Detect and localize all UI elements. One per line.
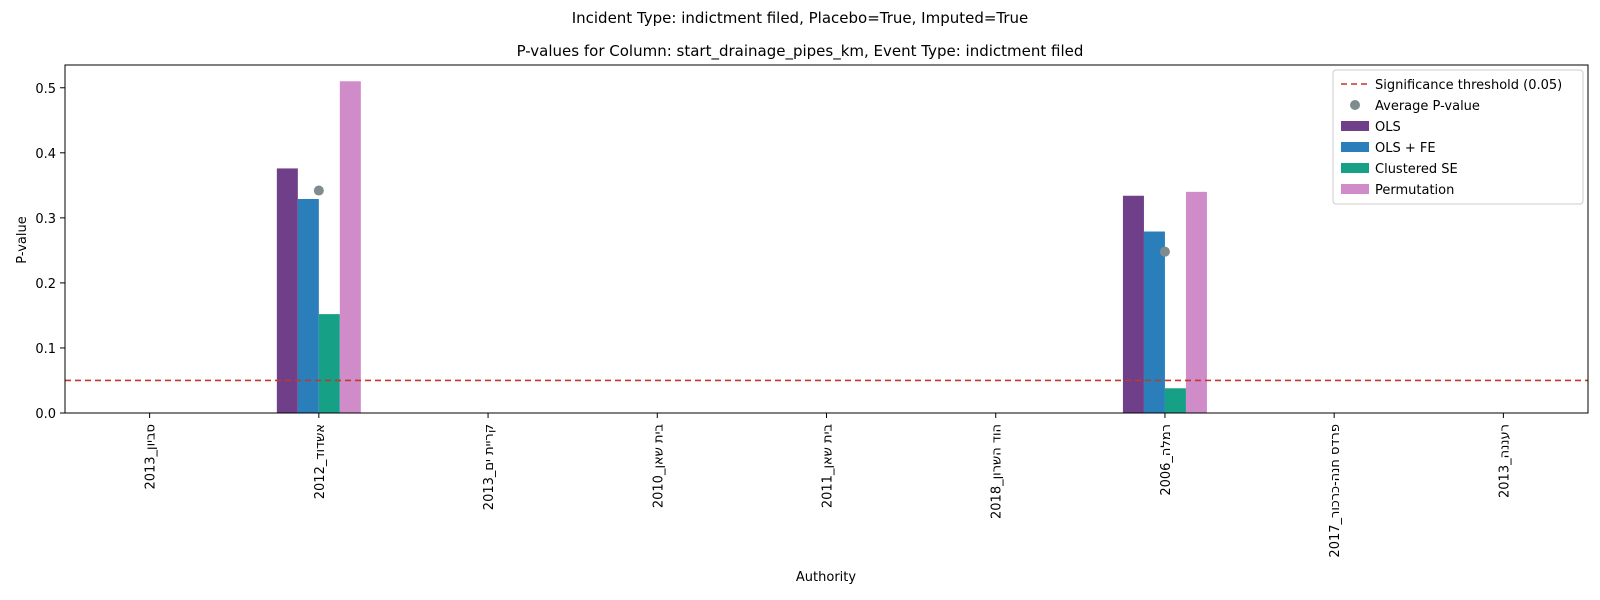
x-tick-label: בית שאן_2011 xyxy=(821,424,836,508)
bar-group xyxy=(276,81,1207,413)
legend-series-swatch xyxy=(1341,163,1369,173)
average-pvalue-marker-1 xyxy=(313,185,324,196)
legend-label: Permutation xyxy=(1375,183,1454,198)
legend-series-swatch xyxy=(1341,121,1369,131)
legend-series-swatch xyxy=(1341,142,1369,152)
y-axis-label: P-value xyxy=(15,216,30,263)
x-tick-label: בית שאן_2010 xyxy=(651,424,666,508)
y-tick-label: 0.1 xyxy=(35,342,56,357)
x-tick-label: רמלה_2006 xyxy=(1159,424,1174,496)
legend-label: Average P-value xyxy=(1375,99,1480,114)
y-tick-label: 0.2 xyxy=(35,277,56,292)
x-tick-label: פרדס חנה-כרכור_2017 xyxy=(1328,424,1343,558)
bar-permutation-1 xyxy=(339,81,361,413)
legend-frame xyxy=(1332,69,1584,205)
legend-label: OLS xyxy=(1375,120,1401,135)
y-tick-label: 0.0 xyxy=(35,407,56,422)
legend-average-swatch xyxy=(1350,100,1360,110)
x-tick-label: סביון_2013 xyxy=(144,424,159,490)
y-tick-label: 0.3 xyxy=(35,212,56,227)
y-tick-label: 0.4 xyxy=(35,147,56,162)
x-tick-label: קריית ים_2013 xyxy=(482,424,497,510)
chart-title: P-values for Column: start_drainage_pipe… xyxy=(517,42,1084,61)
x-tick-label: אשדוד_2012 xyxy=(313,424,328,499)
legend-series-swatch xyxy=(1341,184,1369,194)
legend-label: Clustered SE xyxy=(1375,162,1458,177)
bar-clustered-se-1 xyxy=(318,314,340,413)
x-tick-label: הוד השרון_2018 xyxy=(990,424,1005,519)
y-tick-label: 0.5 xyxy=(35,82,56,97)
bar-ols-fe-1 xyxy=(297,198,319,413)
bar-clustered-se-6 xyxy=(1164,388,1186,413)
x-axis-label: Authority xyxy=(796,570,856,585)
chart-suptitle: Incident Type: indictment filed, Placebo… xyxy=(572,9,1029,27)
bar-ols-fe-6 xyxy=(1143,231,1165,413)
bar-permutation-6 xyxy=(1185,191,1207,413)
average-pvalue-marker-6 xyxy=(1159,246,1170,257)
x-tick-label: רעננה_2013 xyxy=(1497,424,1512,498)
bar-ols-6 xyxy=(1122,195,1144,413)
bar-ols-1 xyxy=(276,168,298,413)
legend-label: OLS + FE xyxy=(1375,141,1436,156)
legend-label: Significance threshold (0.05) xyxy=(1375,78,1562,93)
chart-legend: Significance threshold (0.05) Average P-v… xyxy=(1332,69,1584,205)
x-axis: סביון_2013 אשדוד_2012 קריית ים_2013 בית שאן… xyxy=(144,413,1512,558)
average-marker-group xyxy=(313,185,1170,257)
y-axis: 0.0 0.1 0.2 0.3 0.4 0.5 xyxy=(35,82,65,422)
